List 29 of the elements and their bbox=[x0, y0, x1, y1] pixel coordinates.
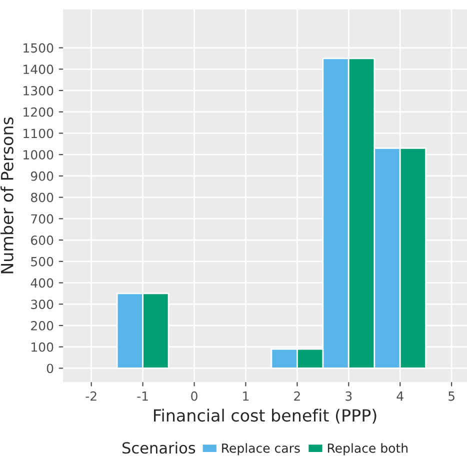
x-tick-label: 0 bbox=[191, 391, 198, 401]
y-tick-label: 1100 bbox=[24, 128, 54, 138]
x-tick-label: 5 bbox=[448, 392, 454, 401]
y-tick-label: 500 bbox=[31, 256, 54, 266]
y-tick-label: 100 bbox=[32, 342, 54, 352]
y-tick-label: 400 bbox=[30, 278, 54, 288]
x-tick-label: 4 bbox=[396, 392, 404, 401]
y-tick-label: 1400 bbox=[24, 64, 54, 74]
legend-label: Replace both bbox=[328, 443, 408, 456]
legend-title: Scenarios bbox=[122, 442, 196, 454]
y-tick-label: 1200 bbox=[24, 107, 54, 117]
x-tick-label: 3 bbox=[346, 391, 352, 401]
y-tick-label: 1000 bbox=[24, 150, 54, 160]
x-tick-label: 2 bbox=[294, 391, 300, 401]
x-tick-label: -2 bbox=[86, 391, 96, 401]
y-tick-label: 800 bbox=[31, 192, 54, 202]
y-tick-label: 300 bbox=[31, 300, 54, 310]
y-tick-label: 1500 bbox=[24, 43, 54, 53]
y-tick-label: 600 bbox=[31, 236, 54, 245]
y-tick-label: 0 bbox=[46, 364, 54, 374]
y-tick-label: 900 bbox=[30, 171, 54, 181]
y-tick-label: 700 bbox=[31, 214, 54, 224]
y-tick-label: 1300 bbox=[24, 86, 54, 96]
x-tick-label: -1 bbox=[137, 392, 148, 401]
legend-label: Replace cars bbox=[222, 443, 300, 456]
x-tick-label: 1 bbox=[243, 392, 249, 401]
y-axis-title: Number of Persons bbox=[0, 117, 14, 274]
x-axis-title: Financial cost benefit (PPP) bbox=[154, 408, 376, 424]
y-tick-label: 200 bbox=[31, 320, 54, 330]
